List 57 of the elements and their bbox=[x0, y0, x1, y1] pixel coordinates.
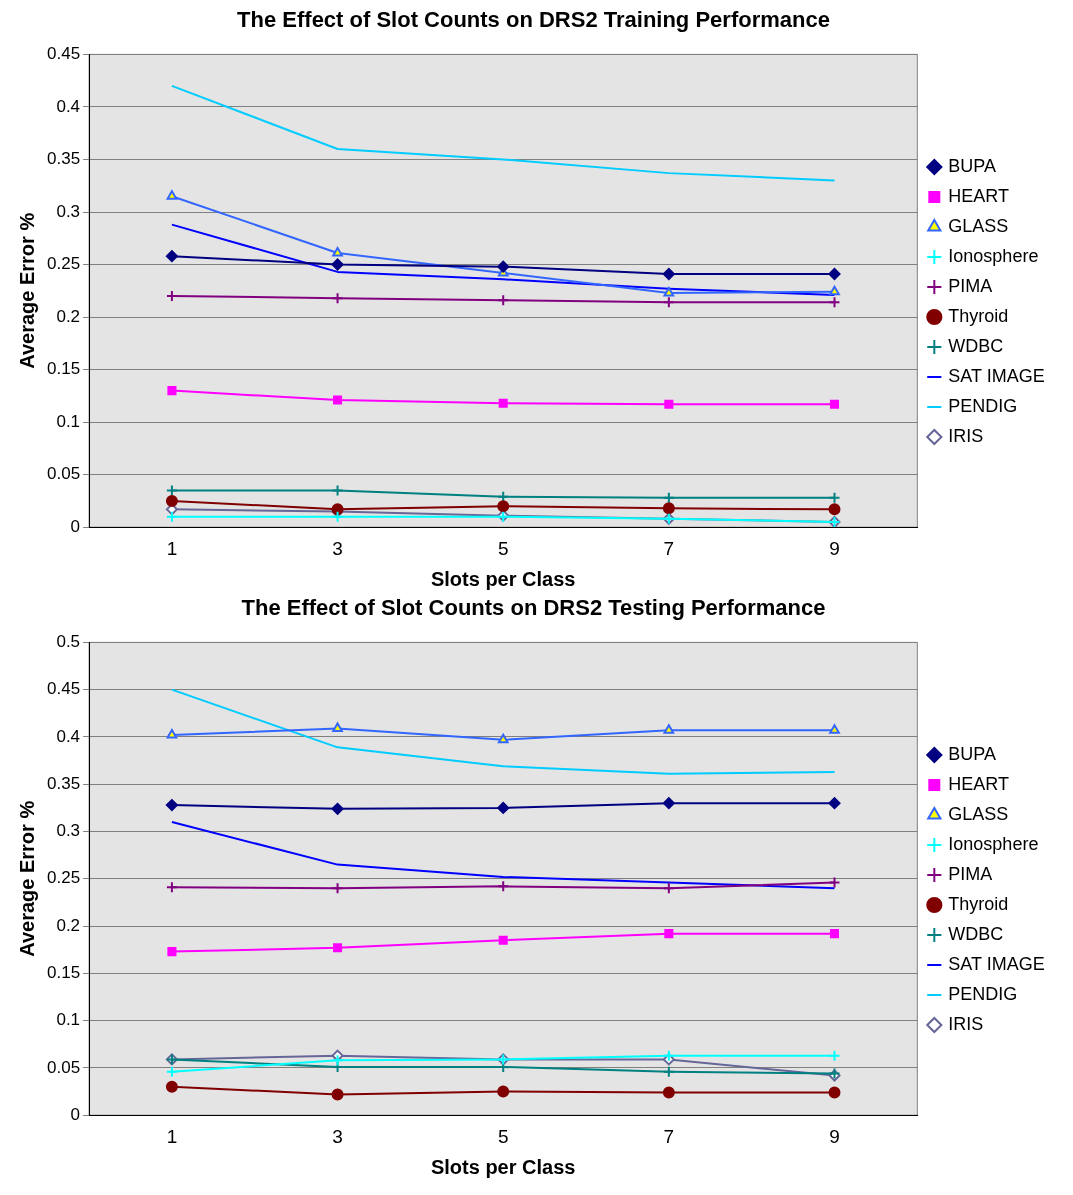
legend-label: PENDIG bbox=[948, 983, 1018, 1004]
x-tick-label: 1 bbox=[166, 1125, 178, 1147]
y-tick-label: 0.2 bbox=[56, 915, 81, 935]
y-tick-label: 0.05 bbox=[46, 464, 81, 484]
legend-label: WDBC bbox=[948, 335, 1004, 356]
legend-label: Ionosphere bbox=[948, 245, 1039, 266]
x-tick-label: 5 bbox=[497, 1125, 509, 1147]
x-tick-label: 3 bbox=[332, 1125, 343, 1147]
y-axis-title: Average Error % bbox=[15, 212, 38, 369]
legend-label: IRIS bbox=[948, 1013, 984, 1034]
x-tick-label: 1 bbox=[166, 537, 178, 559]
y-tick-label: 0.15 bbox=[46, 359, 81, 379]
y-tick-label: 0 bbox=[70, 516, 81, 536]
legend-label: SAT IMAGE bbox=[948, 365, 1045, 386]
legend-label: HEART bbox=[948, 185, 1010, 206]
y-axis-title: Average Error % bbox=[15, 800, 38, 957]
y-tick-label: 0 bbox=[70, 1104, 81, 1124]
y-tick-label: 0.2 bbox=[56, 306, 81, 326]
legend-label: PIMA bbox=[948, 863, 993, 884]
y-tick-label: 0.1 bbox=[56, 1010, 81, 1030]
y-tick-label: 0.05 bbox=[46, 1057, 81, 1077]
x-tick-label: 3 bbox=[332, 537, 343, 559]
y-tick-label: 0.35 bbox=[46, 149, 81, 169]
legend-label: GLASS bbox=[948, 803, 1009, 824]
y-tick-label: 0.25 bbox=[46, 868, 81, 888]
x-tick-label: 5 bbox=[497, 537, 509, 559]
y-tick-label: 0.3 bbox=[56, 201, 81, 221]
legend-label: Thyroid bbox=[948, 305, 1009, 326]
legend-label: BUPA bbox=[948, 155, 997, 176]
y-tick-label: 0.4 bbox=[56, 726, 81, 746]
legend-label: IRIS bbox=[948, 425, 984, 446]
x-tick-label: 7 bbox=[663, 1125, 675, 1147]
y-tick-label: 0.5 bbox=[56, 632, 81, 652]
y-tick-label: 0.3 bbox=[56, 821, 81, 841]
chart-title: The Effect of Slot Counts on DRS2 Testing Performance bbox=[241, 595, 826, 621]
x-axis-title: Slots per Class bbox=[430, 567, 576, 590]
legend-label: HEART bbox=[948, 773, 1010, 794]
legend-label: Thyroid bbox=[948, 893, 1009, 914]
y-tick-label: 0.15 bbox=[46, 963, 81, 983]
y-tick-label: 0.25 bbox=[46, 254, 81, 274]
legend-label: Ionosphere bbox=[948, 833, 1039, 854]
legend-label: BUPA bbox=[948, 743, 997, 764]
y-tick-label: 0.35 bbox=[46, 773, 81, 793]
legend-label: GLASS bbox=[948, 215, 1009, 236]
y-tick-label: 0.1 bbox=[56, 411, 81, 431]
y-tick-label: 0.45 bbox=[46, 44, 81, 64]
chart-title: The Effect of Slot Counts on DRS2 Training Performance bbox=[237, 7, 830, 33]
x-axis-title: Slots per Class bbox=[430, 1155, 576, 1178]
x-tick-label: 9 bbox=[829, 1125, 840, 1147]
y-tick-label: 0.4 bbox=[56, 96, 81, 116]
legend-label: PENDIG bbox=[948, 395, 1018, 416]
legend-label: PIMA bbox=[948, 275, 993, 296]
legend-label: SAT IMAGE bbox=[948, 953, 1045, 974]
x-tick-label: 9 bbox=[829, 537, 840, 559]
legend-label: WDBC bbox=[948, 923, 1004, 944]
x-tick-label: 7 bbox=[663, 537, 675, 559]
y-tick-label: 0.45 bbox=[46, 679, 81, 699]
